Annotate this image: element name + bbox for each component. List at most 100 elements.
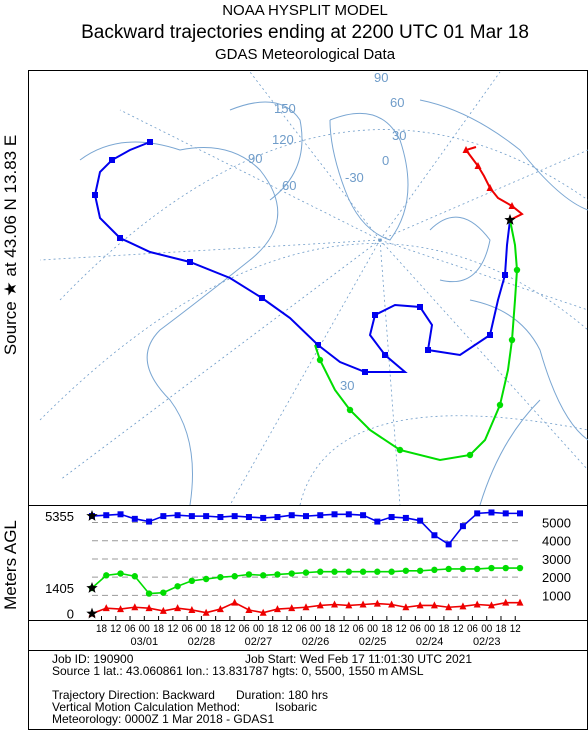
marker bbox=[331, 568, 338, 575]
source-label: Source ★ at 43.06 N 13.83 E bbox=[1, 135, 20, 355]
marker bbox=[288, 512, 295, 519]
x-tick-label: 00 bbox=[196, 623, 207, 635]
marker bbox=[374, 518, 381, 525]
x-tick-label: 12 bbox=[167, 623, 178, 635]
x-tick-label: 18 bbox=[153, 623, 164, 635]
marker bbox=[362, 369, 368, 375]
marker bbox=[174, 583, 181, 590]
marker bbox=[388, 600, 396, 608]
marker bbox=[217, 514, 224, 521]
date-label: 02/27 bbox=[245, 636, 273, 648]
marker bbox=[131, 603, 139, 611]
marker bbox=[474, 510, 481, 517]
date-label: 02/28 bbox=[188, 636, 216, 648]
marker bbox=[274, 571, 281, 578]
marker bbox=[117, 605, 125, 613]
grid-label: -30 bbox=[345, 170, 364, 185]
marker bbox=[188, 605, 196, 613]
subtitle: GDAS Meteorological Data bbox=[215, 46, 396, 63]
x-tick-label: 12 bbox=[396, 623, 407, 635]
x-tick-label: 18 bbox=[267, 623, 278, 635]
trajectory bbox=[314, 219, 519, 462]
duration: Duration: 180 hrs bbox=[236, 688, 328, 702]
marker bbox=[202, 575, 210, 583]
marker bbox=[388, 514, 395, 521]
marker bbox=[117, 511, 124, 518]
job-start: Job Start: Wed Feb 17 11:01:30 UTC 2021 bbox=[245, 652, 472, 666]
marker bbox=[417, 304, 423, 310]
marker bbox=[160, 513, 167, 520]
marker bbox=[359, 568, 367, 575]
start-star bbox=[86, 510, 98, 521]
marker bbox=[425, 347, 431, 353]
date-label: 02/23 bbox=[473, 636, 501, 648]
map: 150 120 90 60 -30 0 30 60 90 30 bbox=[39, 70, 588, 506]
marker bbox=[488, 564, 495, 572]
vertical-method: Isobaric bbox=[275, 700, 317, 714]
marker bbox=[131, 515, 138, 522]
marker bbox=[396, 446, 404, 454]
direction: Trajectory Direction: Backward bbox=[52, 688, 215, 702]
marker bbox=[382, 352, 388, 358]
start-height-label: 5355 bbox=[45, 509, 74, 524]
x-tick-label: 12 bbox=[453, 623, 464, 635]
marker bbox=[488, 509, 495, 516]
date-label: 02/26 bbox=[302, 636, 330, 648]
y-tick-label: 1000 bbox=[542, 588, 571, 603]
marker bbox=[317, 568, 324, 575]
marker bbox=[331, 600, 339, 608]
marker bbox=[331, 511, 338, 518]
marker bbox=[92, 192, 98, 198]
marker bbox=[445, 541, 452, 548]
grid-label: 30 bbox=[340, 378, 354, 393]
x-tick-label: 06 bbox=[296, 623, 307, 635]
job-id: Job ID: 190900 bbox=[52, 652, 134, 666]
marker bbox=[359, 600, 367, 608]
marker bbox=[303, 513, 309, 520]
marker bbox=[288, 604, 296, 612]
marker bbox=[188, 513, 195, 520]
x-tick-label: 06 bbox=[239, 623, 250, 635]
marker bbox=[502, 598, 510, 606]
x-tick-label: 12 bbox=[281, 623, 292, 635]
x-tick-label: 18 bbox=[381, 623, 392, 635]
x-tick-label: 18 bbox=[210, 623, 221, 635]
coastline bbox=[79, 99, 588, 506]
meridian bbox=[39, 71, 588, 506]
grid-label: 120 bbox=[272, 132, 294, 147]
source-info: Source 1 lat.: 43.060861 lon.: 13.831787… bbox=[52, 664, 424, 678]
date-label: 02/25 bbox=[359, 636, 387, 648]
marker bbox=[203, 513, 210, 520]
marker bbox=[302, 603, 310, 611]
marker bbox=[273, 605, 281, 613]
marker bbox=[231, 573, 238, 580]
marker bbox=[102, 604, 110, 612]
x-tick-label: 18 bbox=[324, 623, 335, 635]
start-height-label: 0 bbox=[67, 607, 74, 622]
grid-label: 90 bbox=[248, 151, 262, 166]
marker bbox=[496, 401, 504, 409]
grid-label: 150 bbox=[274, 101, 296, 116]
marker bbox=[345, 511, 352, 518]
marker bbox=[217, 573, 224, 581]
source-star bbox=[504, 214, 516, 225]
marker bbox=[117, 235, 123, 241]
marker bbox=[360, 512, 367, 519]
marker bbox=[372, 312, 378, 318]
marker bbox=[487, 601, 495, 609]
marker bbox=[462, 146, 470, 153]
marker bbox=[445, 603, 453, 611]
marker bbox=[402, 514, 409, 521]
y-tick-label: 3000 bbox=[542, 552, 571, 567]
marker bbox=[445, 565, 452, 573]
marker bbox=[508, 202, 516, 209]
latitude-line bbox=[299, 415, 588, 506]
marker bbox=[430, 601, 438, 609]
grid-label: 60 bbox=[390, 95, 404, 110]
marker bbox=[103, 572, 110, 579]
trajectory bbox=[464, 146, 524, 221]
x-tick-label: 00 bbox=[253, 623, 264, 635]
marker bbox=[474, 565, 481, 573]
marker bbox=[260, 572, 267, 579]
x-tick-label: 12 bbox=[339, 623, 350, 635]
